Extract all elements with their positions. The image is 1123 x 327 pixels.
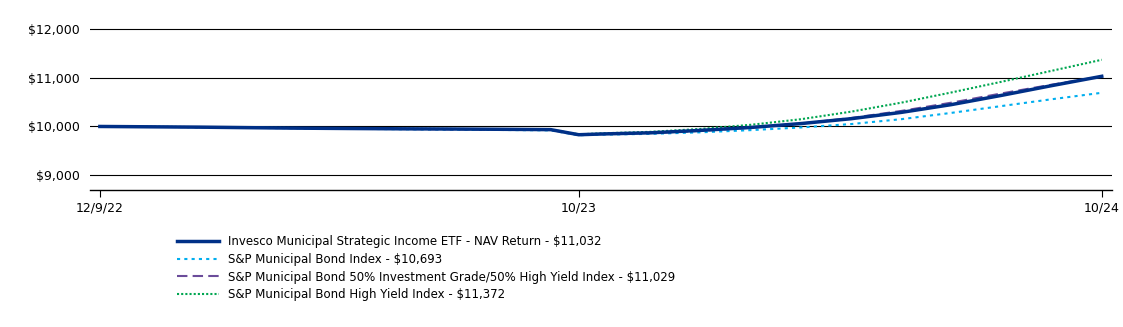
Legend: Invesco Municipal Strategic Income ETF - NAV Return - $11,032, S&P Municipal Bon: Invesco Municipal Strategic Income ETF -…	[177, 235, 676, 301]
